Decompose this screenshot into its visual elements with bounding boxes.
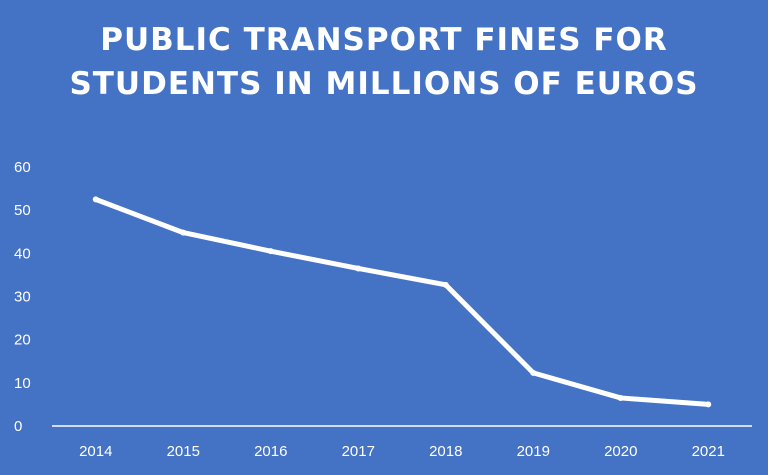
x-tick-label: 2017 bbox=[342, 443, 375, 460]
chart-title: PUBLIC TRANSPORT FINES FOR STUDENTS IN M… bbox=[0, 18, 768, 106]
series-line bbox=[93, 196, 711, 407]
data-point bbox=[617, 394, 624, 401]
y-tick-label: 30 bbox=[14, 289, 31, 306]
x-tick-label: 2021 bbox=[692, 443, 725, 460]
data-point bbox=[267, 248, 274, 255]
x-tick-label: 2019 bbox=[517, 443, 550, 460]
data-point bbox=[92, 196, 99, 203]
data-point bbox=[442, 281, 449, 288]
data-point bbox=[180, 229, 187, 236]
x-axis-ticks: 2014 2015 2016 2017 2018 2019 2020 2021 bbox=[79, 443, 725, 460]
data-point bbox=[355, 265, 362, 272]
x-tick-label: 2018 bbox=[429, 443, 462, 460]
x-tick-label: 2020 bbox=[604, 443, 637, 460]
drop-lines bbox=[95, 199, 709, 426]
y-tick-label: 50 bbox=[14, 202, 31, 219]
y-tick-label: 0 bbox=[14, 418, 22, 435]
y-tick-label: 40 bbox=[14, 245, 31, 262]
x-tick-label: 2015 bbox=[167, 443, 200, 460]
chart-title-line-2: STUDENTS IN MILLIONS OF EUROS bbox=[69, 66, 699, 102]
data-points bbox=[92, 196, 712, 408]
data-point bbox=[530, 369, 537, 376]
chart-title-line-1: PUBLIC TRANSPORT FINES FOR bbox=[100, 22, 668, 58]
data-point bbox=[705, 401, 712, 408]
x-tick-label: 2014 bbox=[79, 443, 112, 460]
y-tick-label: 10 bbox=[14, 375, 31, 392]
y-tick-label: 20 bbox=[14, 332, 31, 349]
y-axis-ticks: 0 10 20 30 40 50 60 bbox=[14, 159, 31, 435]
x-tick-label: 2016 bbox=[254, 443, 287, 460]
y-tick-label: 60 bbox=[14, 159, 31, 176]
